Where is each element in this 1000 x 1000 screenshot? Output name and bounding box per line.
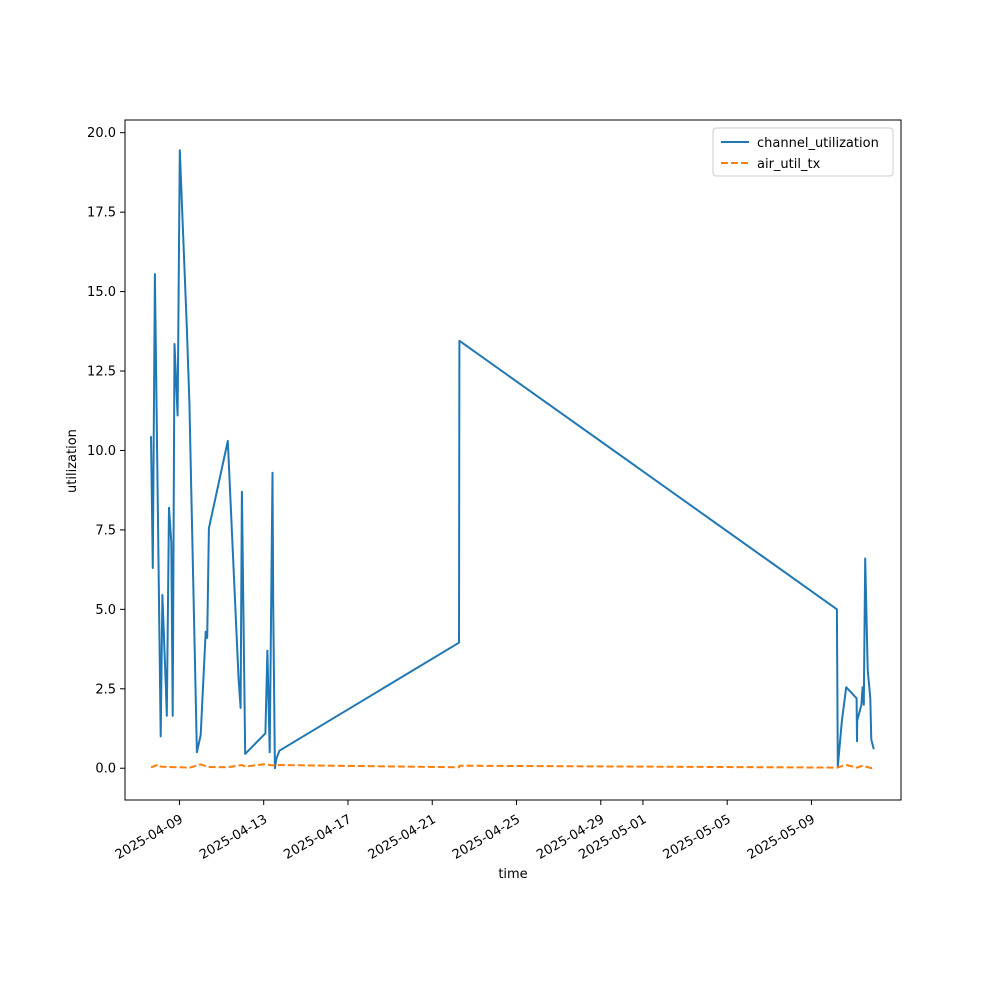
series-layer xyxy=(150,149,875,770)
y-tick-label: 7.5 xyxy=(95,523,116,538)
y-tick-label: 15.0 xyxy=(87,285,116,300)
legend-label-air-util-tx: air_util_tx xyxy=(757,157,821,172)
y-tick-label: 17.5 xyxy=(87,206,116,221)
y-tick-label: 2.5 xyxy=(95,682,116,697)
plot-area xyxy=(125,120,901,800)
y-tick-label: 20.0 xyxy=(87,126,116,141)
legend-label-channel-utilization: channel_utilization xyxy=(757,136,879,151)
y-tick-label: 5.0 xyxy=(95,603,116,618)
series-line-air-util-tx xyxy=(150,763,875,770)
legend-box xyxy=(712,127,894,177)
y-tick-label: 0.0 xyxy=(95,762,116,777)
plot-frame xyxy=(124,119,902,801)
y-tick-label: 10.0 xyxy=(87,444,116,459)
y-axis-label: utilization xyxy=(65,429,80,493)
y-axis: 0.0 2.5 5.0 7.5 10.0 12.5 15.0 17.5 20.0 xyxy=(87,126,125,777)
y-tick-label: 12.5 xyxy=(87,365,116,380)
series-line-channel-utilization xyxy=(150,149,875,770)
x-axis-label: time xyxy=(498,867,527,882)
legend: channel_utilization air_util_tx xyxy=(712,127,894,177)
